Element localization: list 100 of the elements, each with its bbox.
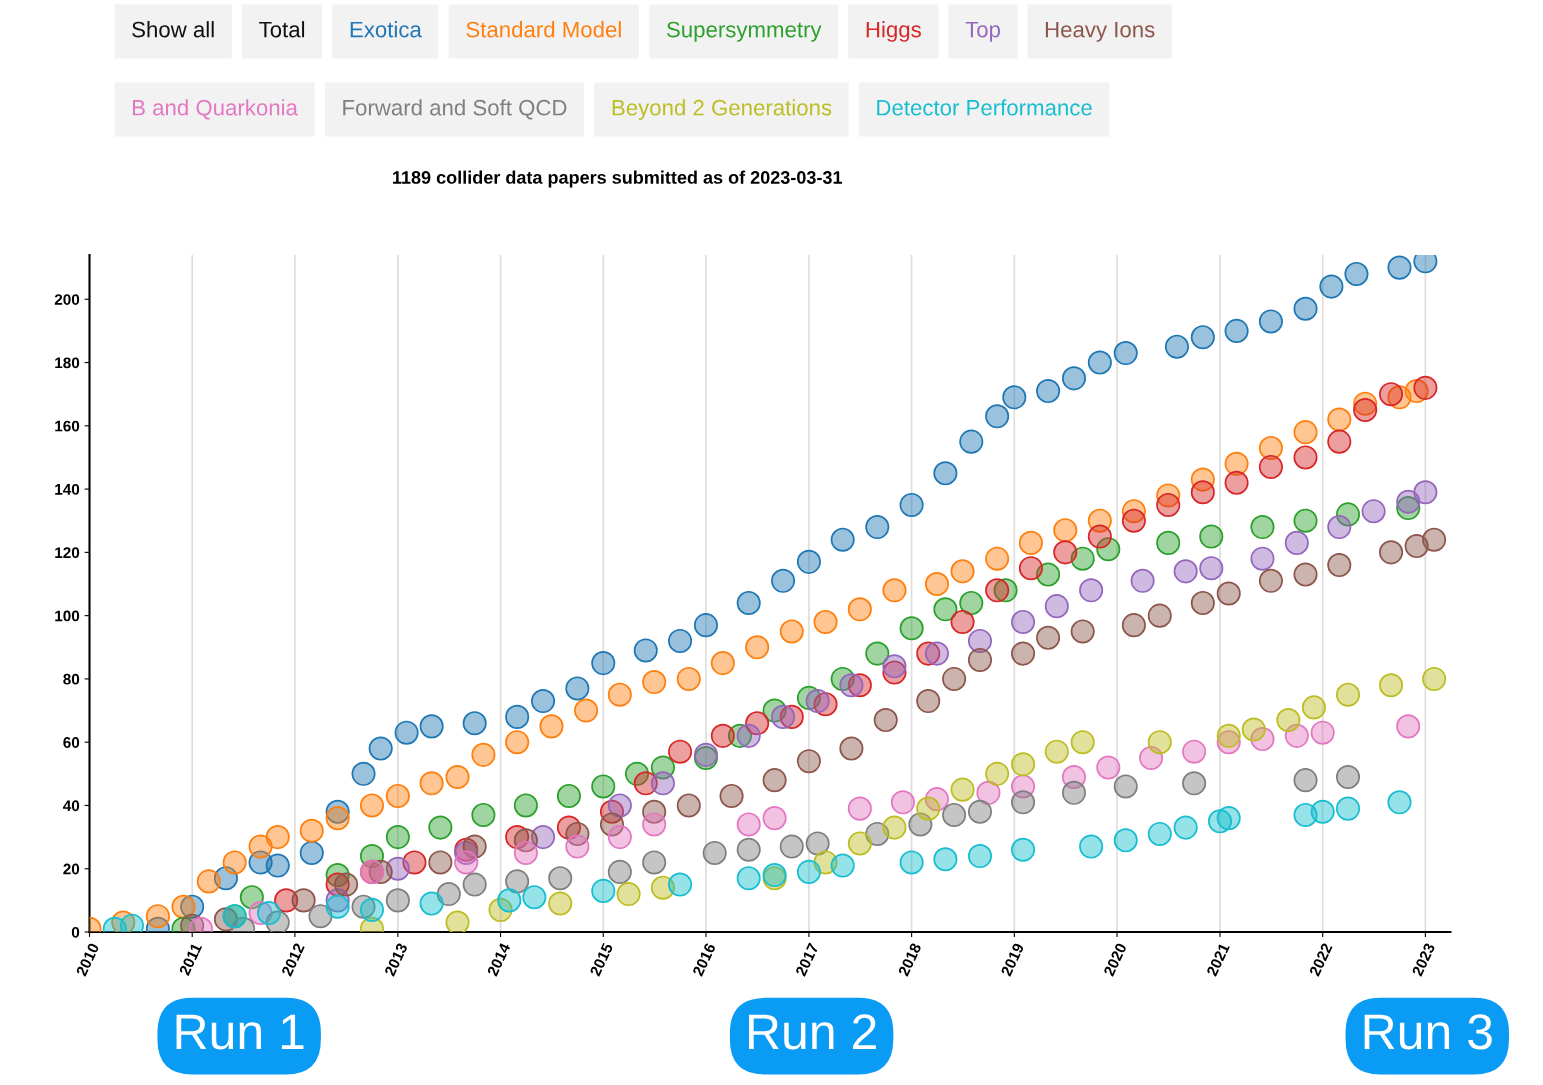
text: Detector Performance	[877, 99, 1092, 116]
point	[1121, 508, 1146, 533]
point	[1293, 296, 1318, 321]
text: Standard Model	[466, 21, 621, 38]
text: Run 2	[749, 1014, 876, 1050]
point	[959, 590, 984, 616]
point	[522, 885, 547, 910]
point	[1156, 530, 1181, 555]
point	[1036, 625, 1061, 650]
point	[1011, 752, 1036, 777]
point	[830, 527, 855, 552]
point	[428, 850, 453, 875]
point	[1044, 739, 1069, 764]
point	[222, 850, 247, 875]
point	[668, 628, 693, 653]
point	[1036, 378, 1061, 404]
text: Heavy Ions	[1045, 21, 1155, 42]
text: Forward and Soft QCD	[343, 99, 567, 120]
point	[419, 714, 444, 739]
point	[950, 609, 975, 635]
chart-title: 1189 collider data papers submitted as of 2023-03-31	[393, 170, 843, 188]
point	[1113, 341, 1138, 366]
point	[145, 904, 170, 929]
point	[882, 815, 907, 840]
point	[1293, 445, 1318, 470]
y-tick-label: 20	[63, 863, 80, 875]
point	[771, 568, 796, 593]
point	[256, 900, 282, 926]
point	[539, 714, 564, 739]
point	[574, 698, 599, 723]
point	[933, 597, 958, 622]
point	[462, 711, 487, 736]
point	[933, 847, 958, 872]
point	[693, 613, 718, 638]
point	[1327, 407, 1352, 432]
text: Run 1	[176, 1014, 304, 1050]
point	[1044, 594, 1069, 619]
point	[1422, 527, 1447, 552]
x-tick-label: 2014	[486, 941, 511, 977]
point	[1087, 524, 1112, 549]
point	[1011, 641, 1036, 666]
point	[591, 651, 616, 676]
point	[196, 869, 221, 894]
point	[1053, 518, 1078, 543]
point	[1070, 730, 1095, 755]
point	[454, 850, 479, 875]
y-tick-label: 180	[55, 357, 80, 369]
point	[385, 825, 410, 850]
point	[942, 666, 967, 691]
point	[1250, 515, 1275, 540]
point	[351, 761, 376, 786]
point	[882, 578, 907, 603]
text: B and Quarkonia	[132, 99, 298, 120]
point	[736, 723, 761, 748]
point	[1422, 666, 1447, 691]
point	[985, 578, 1010, 603]
point	[616, 882, 641, 907]
x-tick-label: 2010	[75, 942, 100, 977]
point	[1413, 375, 1438, 400]
point	[1199, 524, 1224, 549]
y-tick-label: 100	[55, 610, 80, 622]
point	[839, 673, 864, 698]
point	[796, 749, 821, 774]
point	[916, 796, 941, 821]
y-tick-label: 160	[55, 420, 80, 432]
point	[308, 904, 333, 929]
text: Show all	[132, 21, 214, 38]
x-tick-label: 2011	[178, 942, 203, 977]
point	[1061, 780, 1086, 805]
point	[1396, 489, 1421, 514]
point	[531, 689, 556, 714]
point	[445, 910, 470, 933]
point	[591, 878, 616, 903]
point	[796, 859, 821, 884]
point	[1087, 350, 1112, 375]
point	[1258, 309, 1283, 334]
y-tick-label: 60	[63, 737, 80, 748]
point	[847, 597, 872, 622]
point	[565, 834, 590, 859]
point	[890, 790, 915, 815]
point	[839, 736, 864, 761]
x-tick-label: 2021	[1206, 942, 1230, 977]
point	[1190, 480, 1215, 505]
point	[505, 704, 530, 729]
point	[1147, 730, 1172, 755]
point	[1310, 799, 1335, 824]
point	[607, 859, 632, 884]
point	[359, 897, 385, 922]
x-tick-label: 2015	[589, 942, 614, 977]
point	[899, 616, 924, 641]
x-tick-label: 2022	[1308, 942, 1333, 977]
point	[1293, 768, 1318, 793]
x-tick-label: 2023	[1411, 942, 1436, 977]
point	[1361, 499, 1386, 524]
point	[1011, 609, 1036, 635]
point	[865, 641, 890, 666]
point	[1199, 556, 1224, 581]
point	[248, 834, 273, 859]
point	[1224, 318, 1249, 343]
point	[1018, 530, 1043, 555]
